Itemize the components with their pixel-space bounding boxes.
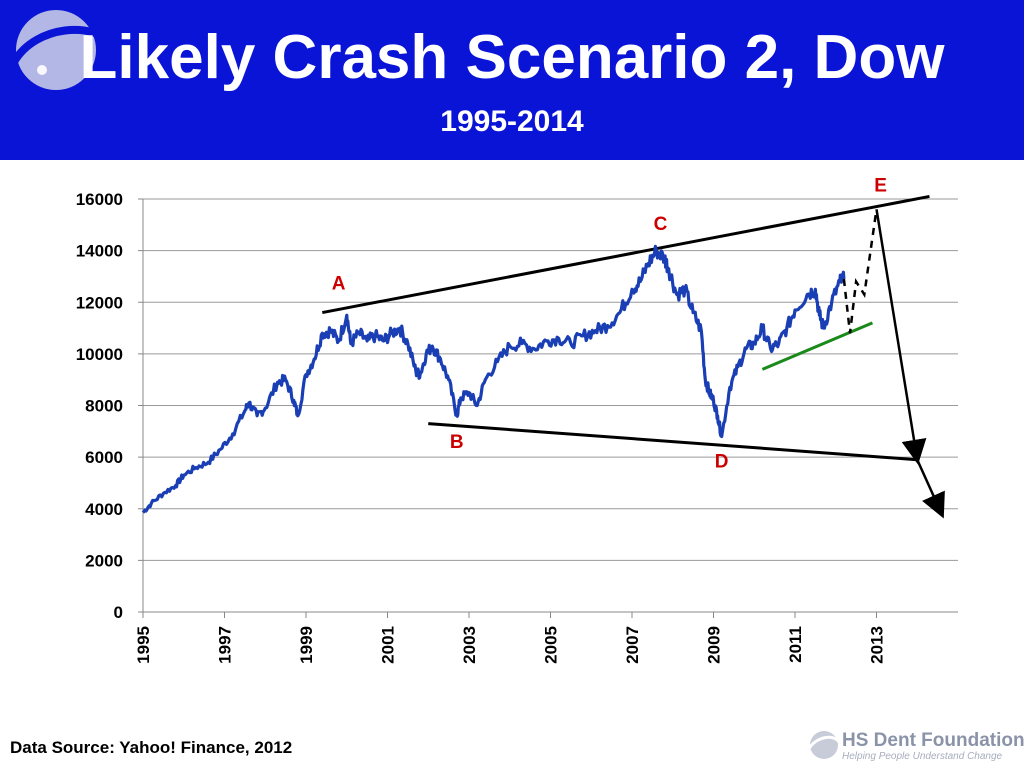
page-subtitle: 1995-2014 (440, 105, 584, 138)
point-label-d: D (715, 451, 729, 472)
x-tick-label: 2001 (379, 626, 398, 664)
projection-line (842, 209, 878, 334)
y-tick-label: 12000 (76, 293, 123, 312)
footer-logo: HS Dent Foundation Helping People Unders… (806, 728, 1024, 764)
point-label-c: C (654, 214, 668, 235)
x-tick-label: 1995 (134, 626, 153, 664)
page-title: Likely Crash Scenario 2, Dow (79, 23, 945, 92)
point-label-a: A (332, 273, 346, 294)
x-tick-label: 2009 (705, 626, 724, 664)
data-source-note: Data Source: Yahoo! Finance, 2012 (10, 738, 293, 757)
x-tick-label: 2011 (786, 626, 805, 663)
crash-arrow (916, 459, 945, 519)
y-tick-label: 2000 (85, 551, 123, 570)
y-tick-label: 6000 (85, 448, 123, 467)
header-banner: Likely Crash Scenario 2, Dow 1995-2014 (0, 0, 1024, 160)
trendline-support (761, 321, 874, 371)
x-tick-label: 2005 (542, 626, 561, 664)
y-tick-label: 16000 (76, 190, 123, 209)
y-tick-label: 0 (114, 603, 123, 622)
x-tick-label: 2007 (623, 626, 642, 664)
trendline-upper (322, 194, 930, 315)
trendline-lower (428, 422, 918, 462)
x-tick-label: 2013 (868, 626, 887, 664)
point-label-e: E (874, 175, 887, 196)
x-tick-label: 1999 (297, 626, 316, 664)
swoosh-planet-icon (10, 10, 114, 90)
crash-arrow (875, 209, 927, 465)
y-tick-label: 14000 (76, 242, 123, 261)
y-tick-label: 4000 (85, 500, 123, 519)
x-tick-label: 1997 (216, 626, 235, 664)
swoosh-logo-icon (806, 731, 840, 759)
x-tick-label: 2003 (460, 626, 479, 664)
logo-name: HS Dent Foundation (842, 730, 1024, 751)
y-tick-label: 10000 (76, 345, 123, 364)
dow-chart: 0 2000 4000 6000 8000 10000 12000 14000 16000 199… (76, 175, 958, 664)
point-label-b: B (450, 432, 464, 453)
logo-tagline: Helping People Understand Change (842, 751, 1003, 762)
dow-series-line (141, 244, 846, 514)
y-tick-label: 8000 (85, 397, 123, 416)
